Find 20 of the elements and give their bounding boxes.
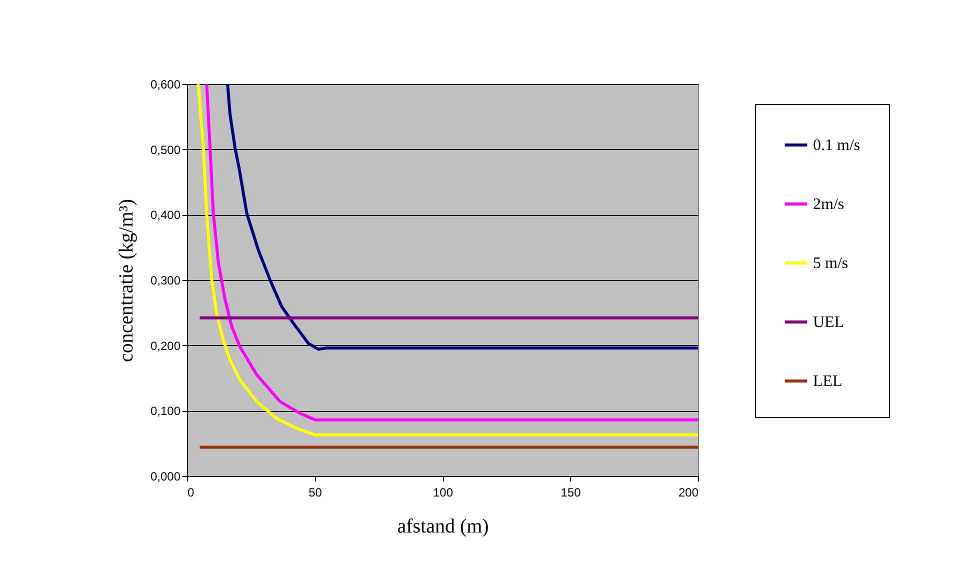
y-tick-label: 0,200	[150, 338, 181, 353]
y-tick-label: 0,400	[150, 208, 181, 222]
line-series	[226, 82, 700, 351]
x-tick-label: 100	[432, 486, 454, 500]
x-tick-label: 150	[560, 486, 582, 500]
y-tick-label: 0,000	[150, 470, 181, 484]
y-tick-label: 0,600	[150, 78, 181, 92]
legend-label: 2m/s	[813, 196, 844, 213]
legend-label: LEL	[813, 373, 842, 390]
legend-label: 0.1 m/s	[813, 137, 860, 154]
legend-label: 5 m/s	[813, 255, 848, 272]
x-tick-label: 50	[308, 486, 322, 500]
x-tick-label: 200	[678, 486, 699, 500]
x-axis-title: afstand (m)	[397, 516, 489, 538]
y-tick-label: 0,300	[150, 274, 181, 288]
x-tick-label: 0	[188, 486, 194, 500]
y-tick-label: 0,500	[150, 142, 181, 157]
y-axis-title: concentratie (kg/m³)	[115, 198, 138, 362]
y-tick-label: 0,100	[150, 404, 181, 418]
legend-label: UEL	[813, 314, 844, 331]
